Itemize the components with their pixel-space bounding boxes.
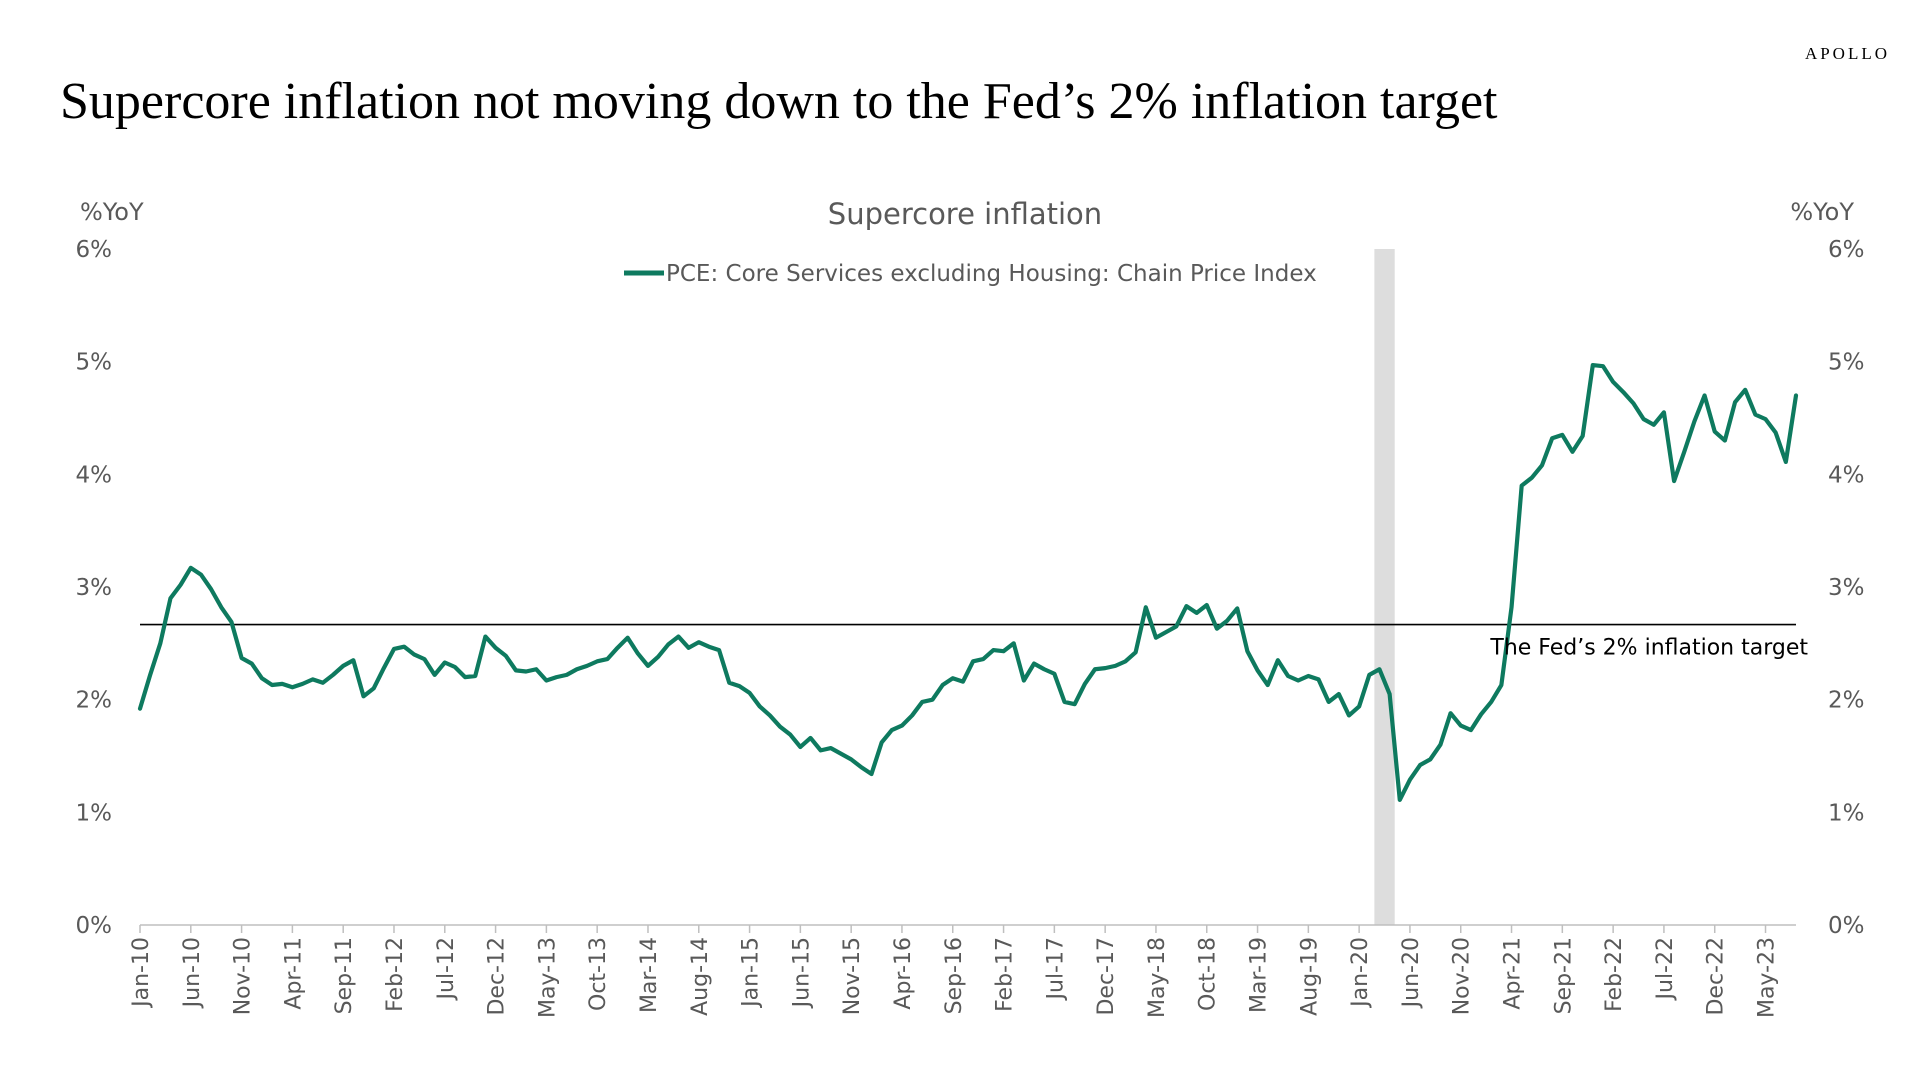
x-tick-label: Jul-17: [1043, 937, 1068, 1001]
x-tick-label: Jan-20: [1348, 937, 1373, 1009]
chart-title: Supercore inflation: [828, 197, 1102, 231]
x-tick-label: Aug-14: [688, 937, 713, 1016]
y-tick-label-right: 0%: [1828, 913, 1865, 939]
y-tick-label-left: 3%: [76, 575, 113, 601]
x-tick-label: Dec-17: [1094, 937, 1119, 1016]
x-tick-label: Jan-10: [129, 937, 154, 1009]
x-tick-label: Apr-11: [281, 937, 306, 1010]
x-tick-label: Jun-15: [789, 937, 814, 1009]
y-tick-label-right: 2%: [1828, 688, 1865, 714]
x-tick-label: Dec-12: [485, 937, 510, 1016]
y-tick-label-left: 5%: [76, 350, 113, 376]
x-tick-label: Apr-21: [1501, 937, 1526, 1010]
y-tick-label-left: 0%: [76, 913, 113, 939]
x-tick-label: Sep-21: [1551, 937, 1576, 1014]
x-tick-label: Jun-10: [180, 937, 205, 1009]
y-tick-label-right: 1%: [1828, 800, 1865, 826]
x-tick-label: May-18: [1145, 937, 1170, 1018]
x-tick-label: Feb-22: [1602, 937, 1627, 1012]
legend-entry: PCE: Core Services excluding Housing: Ch…: [666, 261, 1317, 287]
x-tick-label: Mar-19: [1247, 937, 1272, 1013]
x-tick-label: May-23: [1755, 937, 1780, 1018]
x-tick-label: Feb-17: [993, 937, 1018, 1012]
y-tick-label-right: 3%: [1828, 575, 1865, 601]
x-tick-label: Feb-12: [383, 937, 408, 1012]
x-tick-label: Sep-11: [332, 937, 357, 1014]
y-tick-label-right: 6%: [1828, 237, 1865, 263]
x-tick-label: Mar-14: [637, 937, 662, 1013]
x-tick-label: Oct-18: [1196, 937, 1221, 1011]
fed-target-annotation: The Fed’s 2% inflation target: [1489, 636, 1808, 661]
x-tick-label: Nov-10: [231, 937, 256, 1015]
x-tick-label: Apr-16: [891, 937, 916, 1010]
y-axis-label-right: %YoY: [1790, 198, 1854, 226]
legend: PCE: Core Services excluding Housing: Ch…: [624, 261, 1317, 287]
x-tick-label: Jul-22: [1653, 937, 1678, 1001]
y-tick-label-left: 6%: [76, 237, 113, 263]
x-tick-label: Dec-22: [1704, 937, 1729, 1016]
x-tick-label: May-13: [535, 937, 560, 1018]
x-tick-label: Aug-19: [1297, 937, 1322, 1016]
x-tick-label: Jul-12: [434, 937, 459, 1001]
x-tick-label: Nov-20: [1450, 937, 1475, 1015]
x-tick-label: Sep-16: [942, 937, 967, 1014]
x-tick-label: Jan-15: [739, 937, 764, 1009]
x-tick-label: Nov-15: [840, 937, 865, 1015]
y-axis-label-left: %YoY: [80, 198, 144, 226]
y-tick-label-left: 2%: [76, 688, 113, 714]
x-tick-label: Jun-20: [1399, 937, 1424, 1009]
y-tick-label-right: 5%: [1828, 350, 1865, 376]
y-tick-label-right: 4%: [1828, 462, 1865, 488]
series-line-supercore: [137, 362, 1799, 803]
shaded-period: [1374, 249, 1395, 925]
y-tick-label-left: 1%: [76, 800, 113, 826]
brand-logo: APOLLO: [1804, 44, 1890, 63]
y-tick-label-left: 4%: [76, 462, 113, 488]
x-tick-label: Oct-13: [586, 937, 611, 1011]
page-title: Supercore inflation not moving down to t…: [60, 73, 1498, 130]
